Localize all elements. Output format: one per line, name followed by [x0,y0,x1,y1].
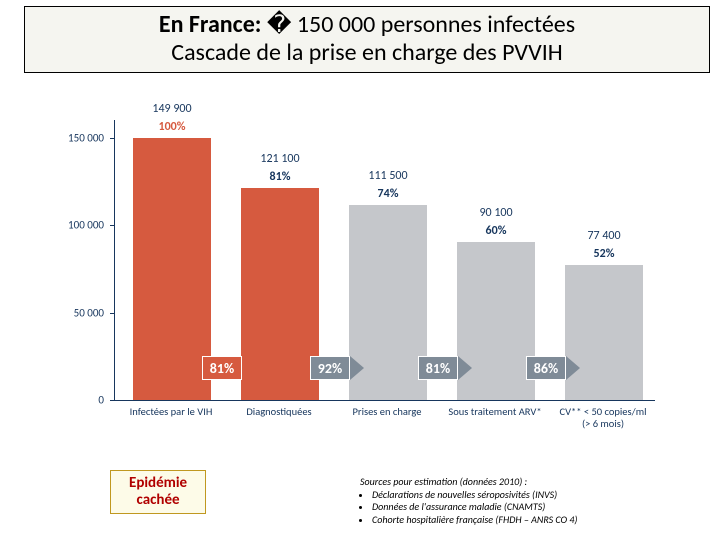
source-item: Données de l'assurance maladie (CNAMTS) [372,501,710,514]
title-line-2: Cascade de la prise en charge des PVVIH [31,39,703,67]
epidemic-hidden-box: Epidémie cachée [110,470,206,515]
epi-line2: cachée [129,492,187,509]
bar-value-label: 149 900 [133,102,211,116]
y-tick: 50 000 [74,306,104,319]
bar-pct-label: 100% [133,120,211,134]
bar: 90 10060% [457,242,535,400]
plot-area: 149 900100%121 10081%111 50074%90 10060%… [114,120,655,401]
title-line-1: En France: � 150 000 personnes infectées [31,11,703,39]
sources-block: Sources pour estimation (données 2010) :… [360,476,710,526]
footer: Epidémie cachée Sources pour estimation … [0,450,720,530]
sources-heading: Sources pour estimation (données 2010) : [360,476,710,489]
y-tick: 100 000 [68,219,104,232]
title-rest: � 150 000 personnes infectées [261,10,575,39]
title-bold: En France: [159,10,262,39]
bar-pct-label: 52% [565,247,643,261]
slide: En France: � 150 000 personnes infectées… [0,0,720,540]
title-box: En France: � 150 000 personnes infectées… [24,6,710,73]
y-tick: 150 000 [68,131,104,144]
bar-pct-label: 81% [241,170,319,184]
cascade-bar-chart: 0 50 000 100 000 150 000 149 900100% 121 100… [60,120,660,450]
bar: 149 900100% [133,138,211,400]
bar: 77 40052% [565,265,643,400]
bar: 121 10081% [241,188,319,400]
source-item: Cohorte hospitalière française (FHDH – A… [372,514,710,527]
y-axis: 050 000100 000150 000 [60,120,110,400]
x-axis-label: Prises en charge [334,406,440,418]
epi-line1: Epidémie [129,475,187,492]
bar-value-label: 121 100 [241,152,319,166]
x-axis-label: Sous traitement ARV* [442,406,548,418]
bar-value-label: 77 400 [565,229,643,243]
x-axis-label: Diagnostiquées [226,406,332,418]
x-axis-label: CV** < 50 copies/ml(> 6 mois) [550,406,656,430]
x-axis-labels: Infectées par le VIHDiagnostiquéesPrises… [114,406,654,456]
bar-pct-label: 60% [457,224,535,238]
bar-value-label: 90 100 [457,206,535,220]
sources-list: Déclarations de nouvelles séroposivités … [360,489,710,527]
bar-value-label: 111 500 [349,169,427,183]
bar: 111 50074% [349,205,427,400]
bar-pct-label: 74% [349,187,427,201]
y-tick: 0 [98,394,104,407]
x-axis-label: Infectées par le VIH [118,406,224,418]
